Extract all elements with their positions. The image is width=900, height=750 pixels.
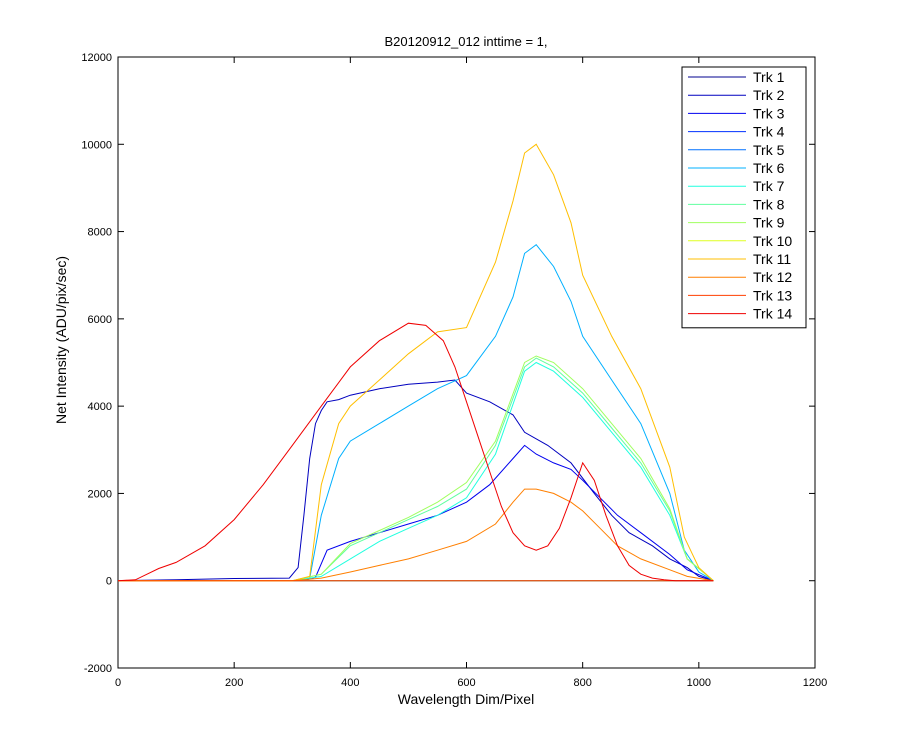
y-tick-label: 6000 <box>88 314 112 326</box>
legend-entry-label: Trk 6 <box>753 160 785 176</box>
legend-box <box>681 66 807 329</box>
series-line-trk-12 <box>118 488 714 582</box>
legend-entry-label: Trk 12 <box>753 269 792 285</box>
y-tick-label: 10000 <box>81 139 112 151</box>
legend-entry-label: Trk 5 <box>753 142 785 158</box>
y-tick-label: 12000 <box>81 52 112 64</box>
chart-title: B20120912_012 inttime = 1, <box>385 34 548 49</box>
series-line-trk-14 <box>117 322 714 582</box>
y-axis-label: Net Intensity (ADU/pix/sec) <box>53 256 69 424</box>
x-axis: 0 200 400 600 800 1000 1200 <box>115 57 827 689</box>
legend-entry-label: Trk 9 <box>753 215 785 231</box>
legend-entry-label: Trk 8 <box>753 196 785 212</box>
y-axis: -2000 0 2000 4000 6000 8000 10000 12000 <box>81 52 815 675</box>
y-tick-label: 0 <box>106 576 112 588</box>
x-tick-label: 200 <box>225 677 243 689</box>
series-line-trk-7 <box>118 361 714 582</box>
x-tick-label: 1000 <box>687 677 711 689</box>
legend-entry-label: Trk 14 <box>753 306 792 322</box>
y-tick-label: 8000 <box>88 227 112 239</box>
series-lines <box>117 143 714 582</box>
legend-entry-label: Trk 11 <box>753 251 791 267</box>
series-line-trk-11 <box>118 143 714 582</box>
y-tick-label: 2000 <box>88 488 112 500</box>
x-tick-label: 0 <box>115 677 121 689</box>
legend-entry-label: Trk 10 <box>753 233 792 249</box>
legend-entry-label: Trk 7 <box>753 178 785 194</box>
series-line-trk-9 <box>118 355 714 582</box>
y-tick-label: 4000 <box>88 401 112 413</box>
x-tick-label: 1200 <box>803 677 827 689</box>
x-tick-label: 800 <box>573 677 591 689</box>
series-line-trk-8 <box>118 357 714 582</box>
x-axis-label: Wavelength Dim/Pixel <box>398 691 534 707</box>
legend-entry-label: Trk 2 <box>753 87 785 103</box>
x-tick-label: 400 <box>341 677 359 689</box>
legend: Trk 1 Trk 2 Trk 3 Trk 4 Trk 5 Trk 6 Trk 7 Trk 8… <box>681 66 807 329</box>
x-tick-label: 600 <box>457 677 475 689</box>
y-tick-label: -2000 <box>84 663 112 675</box>
legend-entry-label: Trk 3 <box>753 105 785 121</box>
series-line-trk-6 <box>118 244 714 582</box>
legend-entry-label: Trk 1 <box>753 69 785 85</box>
series-line-trk-2 <box>117 379 714 582</box>
legend-entry-label: Trk 13 <box>753 287 792 303</box>
series-line-trk-3 <box>118 444 714 582</box>
legend-entry-label: Trk 4 <box>753 124 785 140</box>
